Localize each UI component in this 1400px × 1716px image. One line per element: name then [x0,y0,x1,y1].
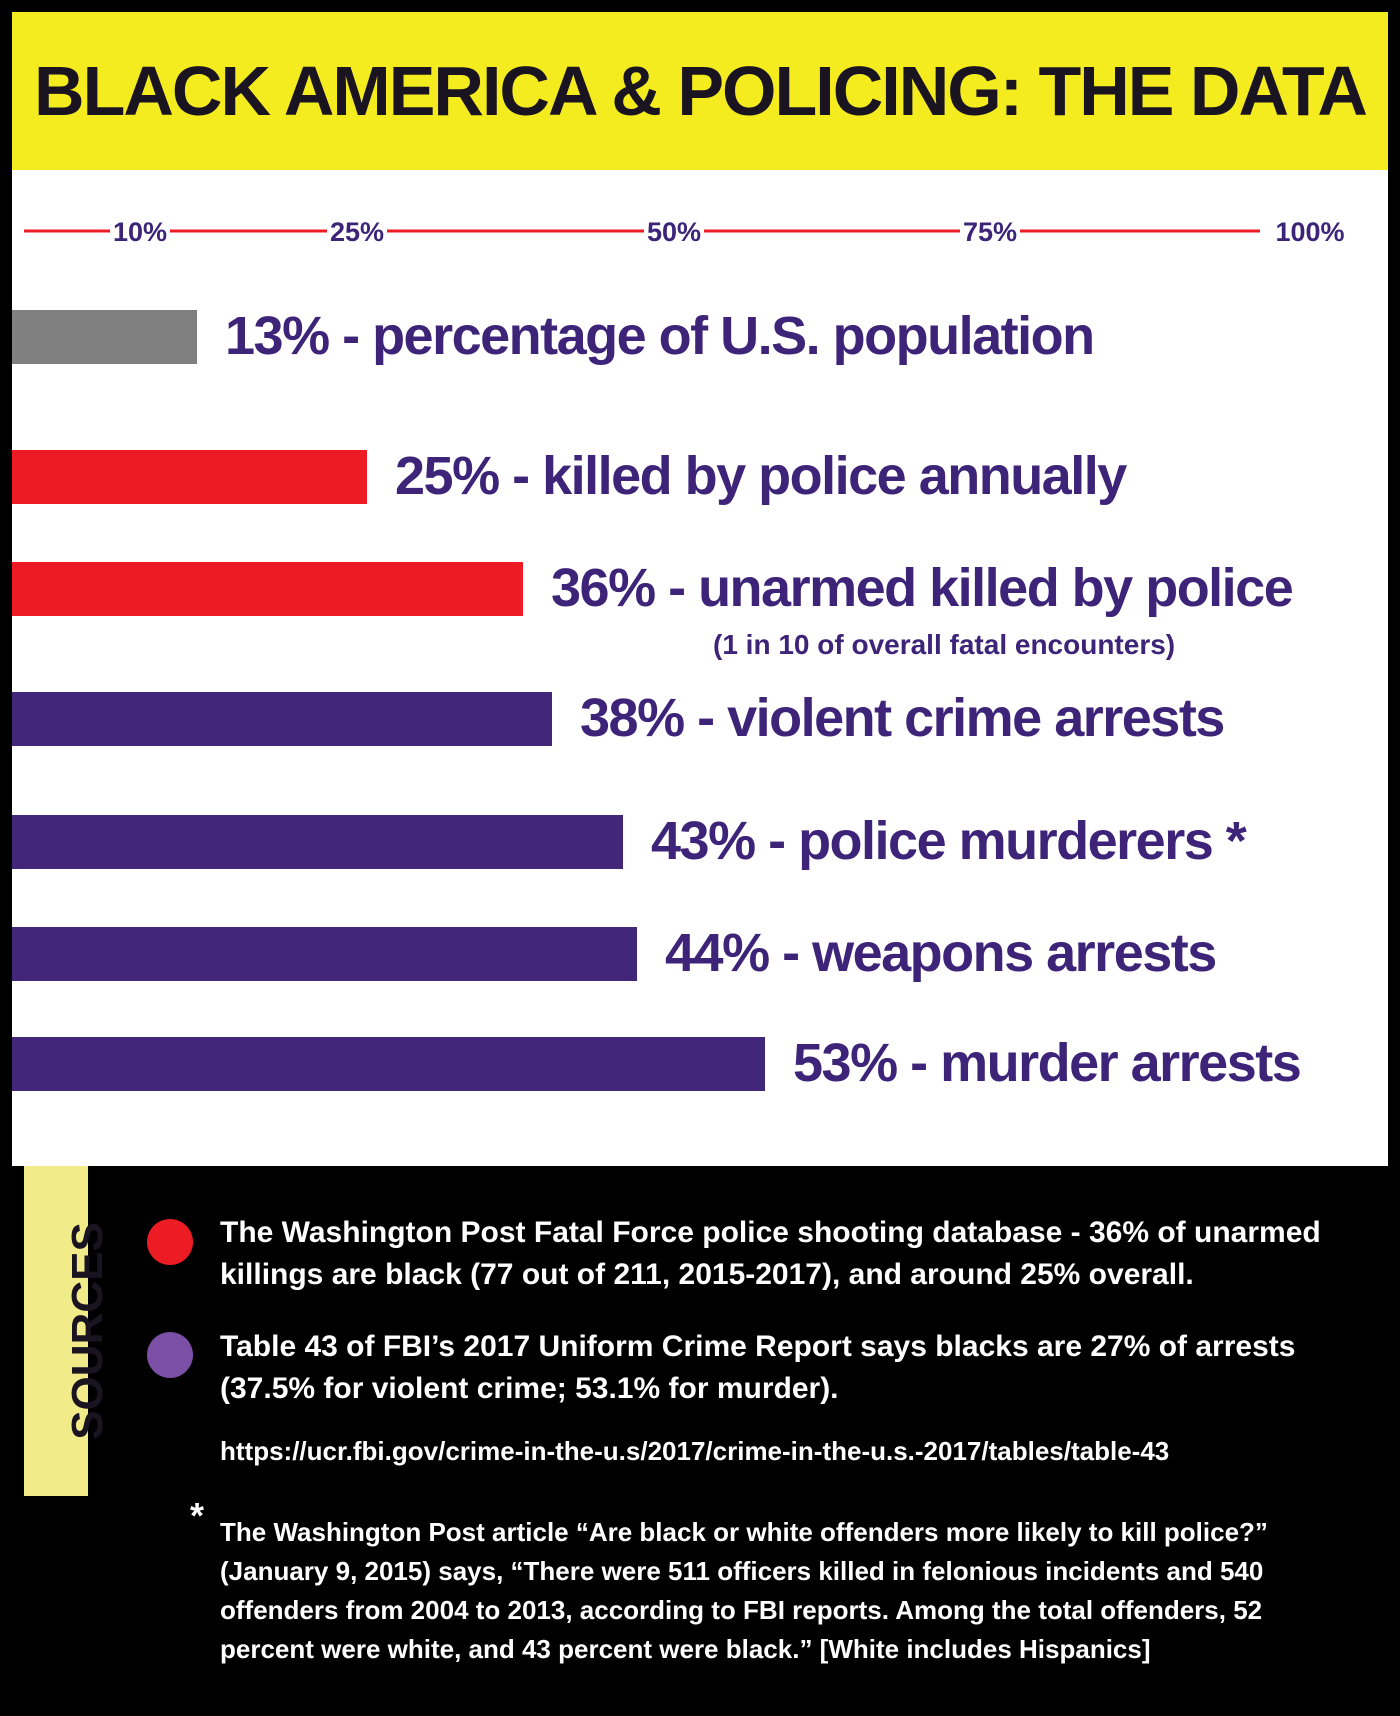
sources-tab: SOURCES [24,1166,112,1496]
bar-label: 43% - police murderers * [651,811,1247,871]
footnote-asterisk: * [190,1495,205,1536]
bar [12,450,367,504]
purple-source-dot [147,1332,193,1378]
scale-tick-label: 50% [647,217,701,247]
bar [12,1037,765,1091]
red-source-dot [147,1219,193,1265]
footnote: The Washington Post article “Are black o… [220,1513,1268,1669]
source-item-washington-post-fatal-force: The Washington Post Fatal Force police s… [220,1212,1321,1296]
scale-tick-bg [327,211,387,251]
bar-label: 25% - killed by police annually [395,446,1127,506]
title-band: BLACK AMERICA & POLICING: THE DATA [12,12,1388,170]
scale-tick-bg [110,211,170,251]
bar [12,927,637,981]
bar-note: (1 in 10 of overall fatal encounters) [713,629,1175,660]
scale-tick-bg [960,211,1020,251]
scale-tick-bg [644,211,704,251]
bar [12,562,523,616]
bar [12,310,197,364]
bar-label: 13% - percentage of U.S. population [225,306,1094,366]
bar-chart: 10% 25% 50% 75% 100% 13% - percentage of U.S.… [12,211,1348,1093]
sources-heading: SOURCES [63,1222,112,1440]
source-line: The Washington Post Fatal Force police s… [220,1216,1321,1249]
footnote-line: (January 9, 2015) says, “There were 511 … [220,1556,1264,1586]
scale-tick-label: 75% [963,217,1017,247]
scale-tick-bg [1272,211,1348,251]
footnote-line: offenders from 2004 to 2013, according t… [220,1595,1263,1625]
footnote-line: percent were white, and 43 percent were … [220,1634,1151,1664]
bar-label: 53% - murder arrests [793,1033,1300,1093]
source-line: Table 43 of FBI’s 2017 Uniform Crime Rep… [220,1330,1296,1363]
scale-tick-label: 10% [113,217,167,247]
scale-tick-label: 100% [1275,217,1344,247]
source-line: (37.5% for violent crime; 53.1% for murd… [220,1372,839,1405]
scale-tick-label: 25% [330,217,384,247]
bar-label: 36% - unarmed killed by police [551,558,1293,618]
bar [12,815,623,869]
source-line: killings are black (77 out of 211, 2015-… [220,1258,1194,1291]
bar-label: 38% - violent crime arrests [580,688,1224,748]
footnote-line: The Washington Post article “Are black o… [220,1517,1268,1547]
page-title: BLACK AMERICA & POLICING: THE DATA [34,52,1368,130]
bar [12,692,552,746]
bar-label: 44% - weapons arrests [665,923,1216,983]
source-item-fbi-ucr: Table 43 of FBI’s 2017 Uniform Crime Rep… [220,1326,1295,1410]
source-url: https://ucr.fbi.gov/crime-in-the-u.s/201… [220,1436,1170,1466]
chart-panel: 10% 25% 50% 75% 100% 13% - percentage of U.S.… [12,170,1388,1166]
